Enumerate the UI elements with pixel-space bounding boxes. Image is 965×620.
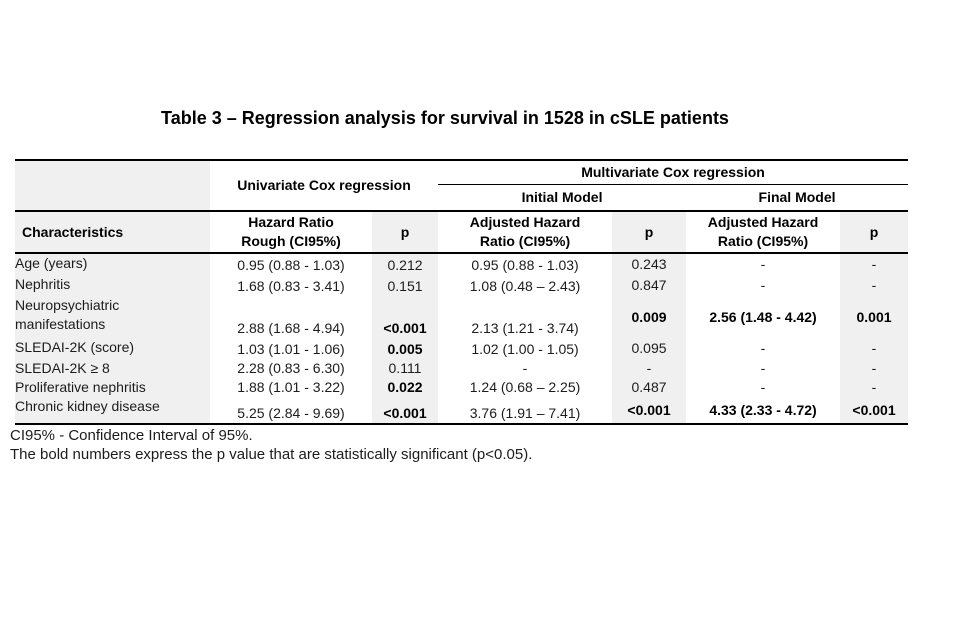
cell-label: Neuropsychiatric manifestations <box>15 296 210 338</box>
header-init-hr: Adjusted Hazard Ratio (CI95%) <box>438 211 613 254</box>
cell-init-p: 0.009 <box>612 296 687 338</box>
cell-label: SLEDAI-2K ≥ 8 <box>15 359 210 378</box>
table-row: Age (years) 0.95 (0.88 - 1.03) 0.212 0.9… <box>15 253 909 275</box>
footnote-ci95: CI95% - Confidence Interval of 95%. <box>10 427 253 444</box>
header-final-model: Final Model <box>686 184 909 212</box>
table-title: Table 3 – Regression analysis for surviv… <box>161 108 729 128</box>
cell-init-p: - <box>612 359 687 378</box>
table-row: SLEDAI-2K (score) 1.03 (1.01 - 1.06) 0.0… <box>15 338 909 359</box>
header-init-p: p <box>612 211 687 254</box>
footnote-bold-note: The bold numbers express the p value tha… <box>10 446 533 463</box>
cell-final-p: - <box>840 253 909 275</box>
cell-init-hr: 1.02 (1.00 - 1.05) <box>471 341 579 357</box>
cell-init-p: 0.847 <box>612 275 687 296</box>
cell-final-hr: - <box>760 360 766 376</box>
cell-uni-p: <0.001 <box>372 397 439 424</box>
cell-label: Chronic kidney disease <box>15 397 210 424</box>
cell-final-hr: 2.56 (1.48 - 4.42) <box>709 308 817 325</box>
table-row: Proliferative nephritis 1.88 (1.01 - 3.2… <box>15 378 909 397</box>
cell-final-p: - <box>840 275 909 296</box>
cell-uni-hr: 1.03 (1.01 - 1.06) <box>237 341 345 357</box>
column-header-row: Characteristics Hazard Ratio Rough (CI95… <box>15 211 909 254</box>
cell-init-hr: 2.13 (1.21 - 3.74) <box>471 320 579 336</box>
cell-uni-hr: 0.95 (0.88 - 1.03) <box>237 257 345 273</box>
cell-init-hr: 1.08 (0.48 – 2.43) <box>469 278 581 294</box>
cell-label: SLEDAI-2K (score) <box>15 338 210 359</box>
cell-uni-p: 0.212 <box>372 253 439 275</box>
header-final-hr: Adjusted Hazard Ratio (CI95%) <box>686 211 841 254</box>
cell-uni-hr: 2.88 (1.68 - 4.94) <box>237 320 345 336</box>
header-uni-hr: Hazard Ratio Rough (CI95%) <box>210 211 372 254</box>
cell-init-hr: - <box>522 360 528 376</box>
header-blank-cell <box>15 160 210 212</box>
cell-final-hr: 4.33 (2.33 - 4.72) <box>709 401 817 418</box>
cell-final-p: - <box>840 338 909 359</box>
table-row: Neuropsychiatric manifestations 2.88 (1.… <box>15 296 909 338</box>
header-final-p: p <box>840 211 909 254</box>
cell-final-p: - <box>840 378 909 397</box>
regression-table-container: Univariate Cox regression Multivariate C… <box>15 159 909 425</box>
cell-init-p: 0.095 <box>612 338 687 359</box>
cell-final-hr: - <box>760 277 766 293</box>
cell-label: Proliferative nephritis <box>15 378 210 397</box>
header-model-row: Initial Model Final Model <box>15 184 909 212</box>
table-row: SLEDAI-2K ≥ 8 2.28 (0.83 - 6.30) 0.111 -… <box>15 359 909 378</box>
header-initial-model: Initial Model <box>438 184 687 212</box>
cell-uni-p: 0.005 <box>372 338 439 359</box>
table-row: Chronic kidney disease 5.25 (2.84 - 9.69… <box>15 397 909 424</box>
table-row: Nephritis 1.68 (0.83 - 3.41) 0.151 1.08 … <box>15 275 909 296</box>
cell-final-p: 0.001 <box>840 296 909 338</box>
cell-uni-hr: 1.88 (1.01 - 3.22) <box>237 379 345 395</box>
cell-init-p: 0.243 <box>612 253 687 275</box>
cell-uni-p: <0.001 <box>372 296 439 338</box>
cell-init-hr: 1.24 (0.68 – 2.25) <box>469 379 581 395</box>
cell-uni-p: 0.151 <box>372 275 439 296</box>
cell-final-p: <0.001 <box>840 397 909 424</box>
cell-final-hr: - <box>760 340 766 356</box>
footnotes: CI95% - Confidence Interval of 95%. The … <box>10 426 532 464</box>
cell-label: Age (years) <box>15 253 210 275</box>
cell-init-p: <0.001 <box>612 397 687 424</box>
header-multivariate: Multivariate Cox regression <box>438 160 909 185</box>
cell-uni-p: 0.111 <box>372 359 439 378</box>
cell-init-hr: 0.95 (0.88 - 1.03) <box>471 257 579 273</box>
cell-uni-hr: 5.25 (2.84 - 9.69) <box>237 405 345 421</box>
cell-init-p: 0.487 <box>612 378 687 397</box>
cell-final-hr: - <box>760 379 766 395</box>
cell-uni-hr: 1.68 (0.83 - 3.41) <box>237 278 345 294</box>
cell-init-hr: 3.76 (1.91 – 7.41) <box>469 405 581 421</box>
cell-uni-p: 0.022 <box>372 378 439 397</box>
header-characteristics: Characteristics <box>15 211 210 254</box>
cell-label: Nephritis <box>15 275 210 296</box>
cell-uni-hr: 2.28 (0.83 - 6.30) <box>237 360 345 376</box>
cell-final-p: - <box>840 359 909 378</box>
header-uni-p: p <box>372 211 439 254</box>
regression-table: Univariate Cox regression Multivariate C… <box>15 159 909 425</box>
cell-final-hr: - <box>760 256 766 272</box>
header-univariate: Univariate Cox regression <box>210 160 439 212</box>
header-group-row: Univariate Cox regression Multivariate C… <box>15 160 909 212</box>
